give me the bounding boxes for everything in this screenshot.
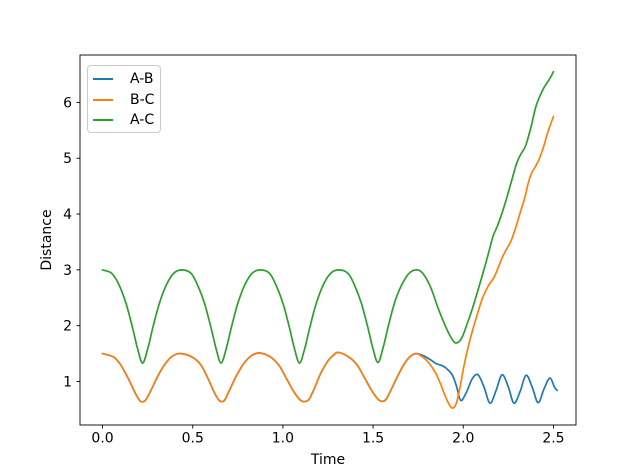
x-tick-label: 1.0 — [272, 431, 294, 447]
series-line-a-c — [101, 70, 555, 364]
y-tick-label: 3 — [63, 263, 72, 279]
axes-frame — [79, 54, 577, 426]
legend-label-a-b: A-B — [130, 71, 154, 88]
y-axis-label: Distance — [39, 209, 55, 271]
x-tick-label: 0.5 — [182, 431, 204, 447]
legend-line-sample-a-c — [93, 118, 113, 121]
y-tick-label: 2 — [63, 319, 72, 335]
series-line-a-b — [101, 351, 558, 405]
legend-item-a-b: A-B — [93, 69, 160, 89]
series-line-b-c — [101, 115, 555, 409]
legend-item-b-c: B-C — [93, 89, 160, 109]
legend: A-B B-C A-C — [87, 65, 161, 133]
series-group — [101, 70, 558, 409]
legend-label-b-c: B-C — [130, 91, 155, 108]
legend-label-a-c: A-C — [130, 111, 155, 128]
legend-item-a-c: A-C — [93, 110, 160, 130]
x-axis-label: Time — [310, 452, 346, 468]
x-tick-label: 2.5 — [542, 431, 564, 447]
y-tick-label: 4 — [63, 207, 72, 223]
y-tick-label: 5 — [63, 151, 72, 167]
y-tick-label: 1 — [63, 374, 72, 390]
x-tick-label: 2.0 — [452, 431, 474, 447]
x-tick-label: 0.0 — [91, 431, 113, 447]
x-tick-label: 1.5 — [362, 431, 384, 447]
y-tick-label: 6 — [63, 95, 72, 111]
legend-line-sample-a-b — [93, 78, 113, 81]
legend-line-sample-b-c — [93, 98, 113, 101]
